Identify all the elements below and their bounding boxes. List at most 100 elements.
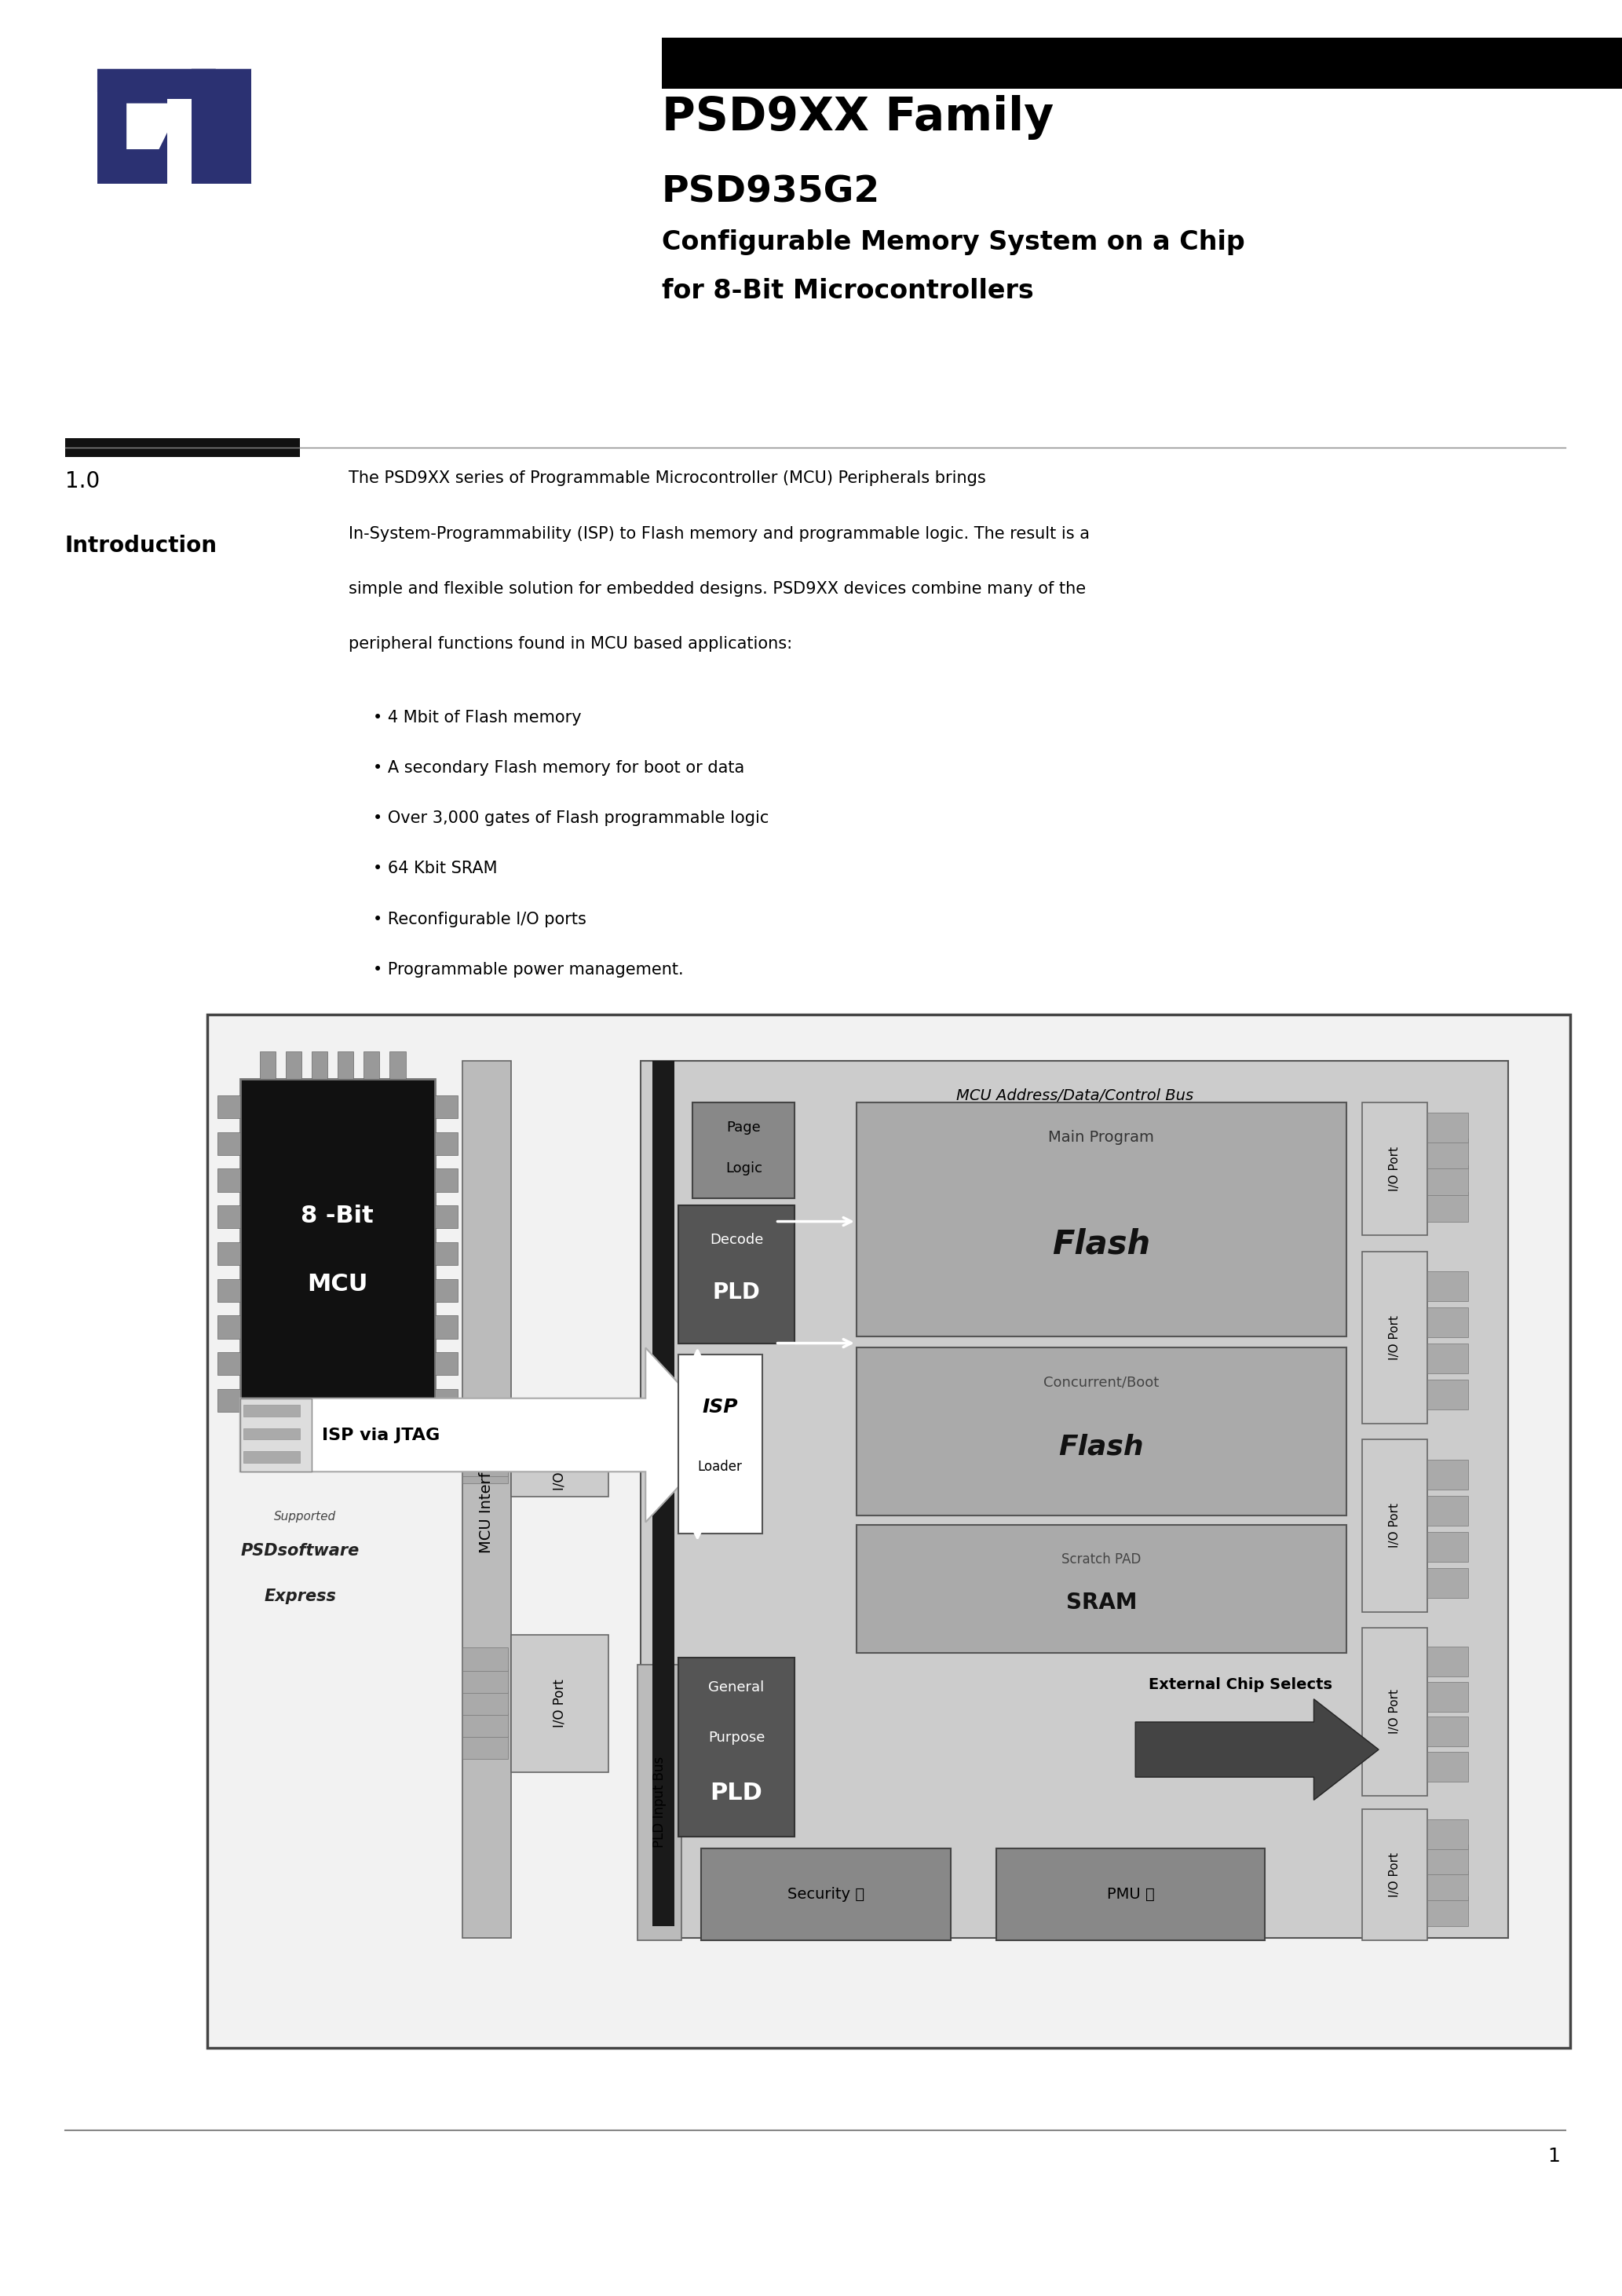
Bar xyxy=(285,1435,302,1463)
Bar xyxy=(337,1435,354,1463)
Text: General: General xyxy=(709,1681,764,1694)
Bar xyxy=(217,1205,240,1228)
Bar xyxy=(65,439,300,457)
Bar xyxy=(996,1848,1265,1940)
Bar xyxy=(462,1736,508,1759)
Bar xyxy=(462,1061,511,1938)
Text: simple and flexible solution for embedded designs. PSD9XX devices combine many o: simple and flexible solution for embedde… xyxy=(349,581,1087,597)
Text: PSDsoftware: PSDsoftware xyxy=(240,1543,360,1559)
Bar xyxy=(243,1428,300,1440)
Bar xyxy=(240,1398,311,1472)
Polygon shape xyxy=(1135,1699,1379,1800)
Bar xyxy=(363,1435,380,1463)
Bar xyxy=(678,1355,762,1534)
Bar xyxy=(856,1102,1346,1336)
Bar xyxy=(243,1451,300,1463)
Bar xyxy=(435,1132,457,1155)
Text: Flash: Flash xyxy=(1053,1228,1150,1261)
Text: I/O Port: I/O Port xyxy=(553,1678,566,1729)
Bar xyxy=(678,1658,795,1837)
Text: PSD9XX Family: PSD9XX Family xyxy=(662,94,1054,140)
Text: I/O Port: I/O Port xyxy=(1388,1853,1401,1896)
Polygon shape xyxy=(191,69,251,184)
Bar xyxy=(1427,1460,1468,1490)
Text: Decode: Decode xyxy=(709,1233,764,1247)
Text: In-System-Programmability (ISP) to Flash memory and programmable logic. The resu: In-System-Programmability (ISP) to Flash… xyxy=(349,526,1090,542)
Bar xyxy=(260,1435,276,1463)
Text: MCU Address/Data/Control Bus: MCU Address/Data/Control Bus xyxy=(955,1088,1194,1102)
Bar xyxy=(1427,1380,1468,1410)
Bar xyxy=(701,1848,950,1940)
Text: SRAM: SRAM xyxy=(1066,1591,1137,1614)
Text: The PSD9XX series of Programmable Microcontroller (MCU) Peripherals brings: The PSD9XX series of Programmable Microc… xyxy=(349,471,986,487)
Bar xyxy=(462,1446,508,1469)
Bar xyxy=(856,1348,1346,1515)
Text: Introduction: Introduction xyxy=(65,535,217,558)
Text: I/O Port: I/O Port xyxy=(553,1442,566,1490)
Bar xyxy=(217,1132,240,1155)
Bar xyxy=(311,1052,328,1079)
Bar xyxy=(243,1405,300,1417)
Bar xyxy=(1427,1497,1468,1525)
Bar xyxy=(311,1435,328,1463)
Bar xyxy=(435,1242,457,1265)
Text: • A secondary Flash memory for boot or data: • A secondary Flash memory for boot or d… xyxy=(373,760,744,776)
Bar xyxy=(662,39,1622,90)
Polygon shape xyxy=(97,69,122,184)
Text: Main Program: Main Program xyxy=(1048,1130,1155,1143)
Bar xyxy=(1362,1809,1427,1940)
Bar xyxy=(1427,1846,1468,1874)
Polygon shape xyxy=(167,99,191,184)
Text: Supported: Supported xyxy=(274,1511,336,1522)
Bar xyxy=(435,1389,457,1412)
Bar xyxy=(1427,1752,1468,1782)
Bar xyxy=(217,1389,240,1412)
Bar xyxy=(285,1052,302,1079)
Bar xyxy=(1427,1717,1468,1747)
Bar xyxy=(1427,1531,1468,1561)
Text: PLD: PLD xyxy=(710,1782,762,1805)
Bar xyxy=(1362,1251,1427,1424)
Text: I/O Port: I/O Port xyxy=(1388,1504,1401,1548)
Bar xyxy=(856,1525,1346,1653)
Text: Page: Page xyxy=(727,1120,761,1134)
Text: I/O Port: I/O Port xyxy=(1388,1146,1401,1192)
Bar xyxy=(1362,1440,1427,1612)
Polygon shape xyxy=(127,103,182,149)
Bar xyxy=(1427,1343,1468,1373)
Bar xyxy=(1427,1646,1468,1676)
Bar xyxy=(435,1205,457,1228)
Bar xyxy=(1362,1102,1427,1235)
Bar xyxy=(435,1095,457,1118)
Text: Scratch PAD: Scratch PAD xyxy=(1061,1552,1142,1566)
Text: MCU: MCU xyxy=(307,1274,368,1295)
Bar xyxy=(462,1713,508,1736)
Polygon shape xyxy=(97,92,159,184)
Bar xyxy=(462,1440,508,1463)
Bar xyxy=(435,1169,457,1192)
Text: Logic: Logic xyxy=(725,1162,762,1176)
Bar xyxy=(462,1453,508,1476)
Text: PLD: PLD xyxy=(712,1281,761,1304)
Bar xyxy=(217,1095,240,1118)
Bar xyxy=(260,1052,276,1079)
Bar xyxy=(641,1061,1508,1938)
Bar xyxy=(208,1015,1570,2048)
Text: MCU Interface: MCU Interface xyxy=(478,1444,495,1554)
Bar xyxy=(435,1352,457,1375)
Text: 1: 1 xyxy=(1547,2147,1560,2165)
Bar xyxy=(240,1079,435,1435)
Bar xyxy=(389,1052,406,1079)
Bar xyxy=(1427,1192,1468,1221)
Text: ISP via JTAG: ISP via JTAG xyxy=(323,1428,440,1442)
Text: • Over 3,000 gates of Flash programmable logic: • Over 3,000 gates of Flash programmable… xyxy=(373,810,769,827)
Text: • 4 Mbit of Flash memory: • 4 Mbit of Flash memory xyxy=(373,709,582,726)
Text: Configurable Memory System on a Chip: Configurable Memory System on a Chip xyxy=(662,230,1246,255)
Text: ISP: ISP xyxy=(702,1398,738,1417)
Text: Loader: Loader xyxy=(697,1460,743,1474)
Bar xyxy=(652,1061,675,1926)
Text: • Programmable power management.: • Programmable power management. xyxy=(373,962,683,978)
Text: I/O Port: I/O Port xyxy=(1388,1316,1401,1359)
Bar xyxy=(363,1052,380,1079)
Bar xyxy=(337,1052,354,1079)
